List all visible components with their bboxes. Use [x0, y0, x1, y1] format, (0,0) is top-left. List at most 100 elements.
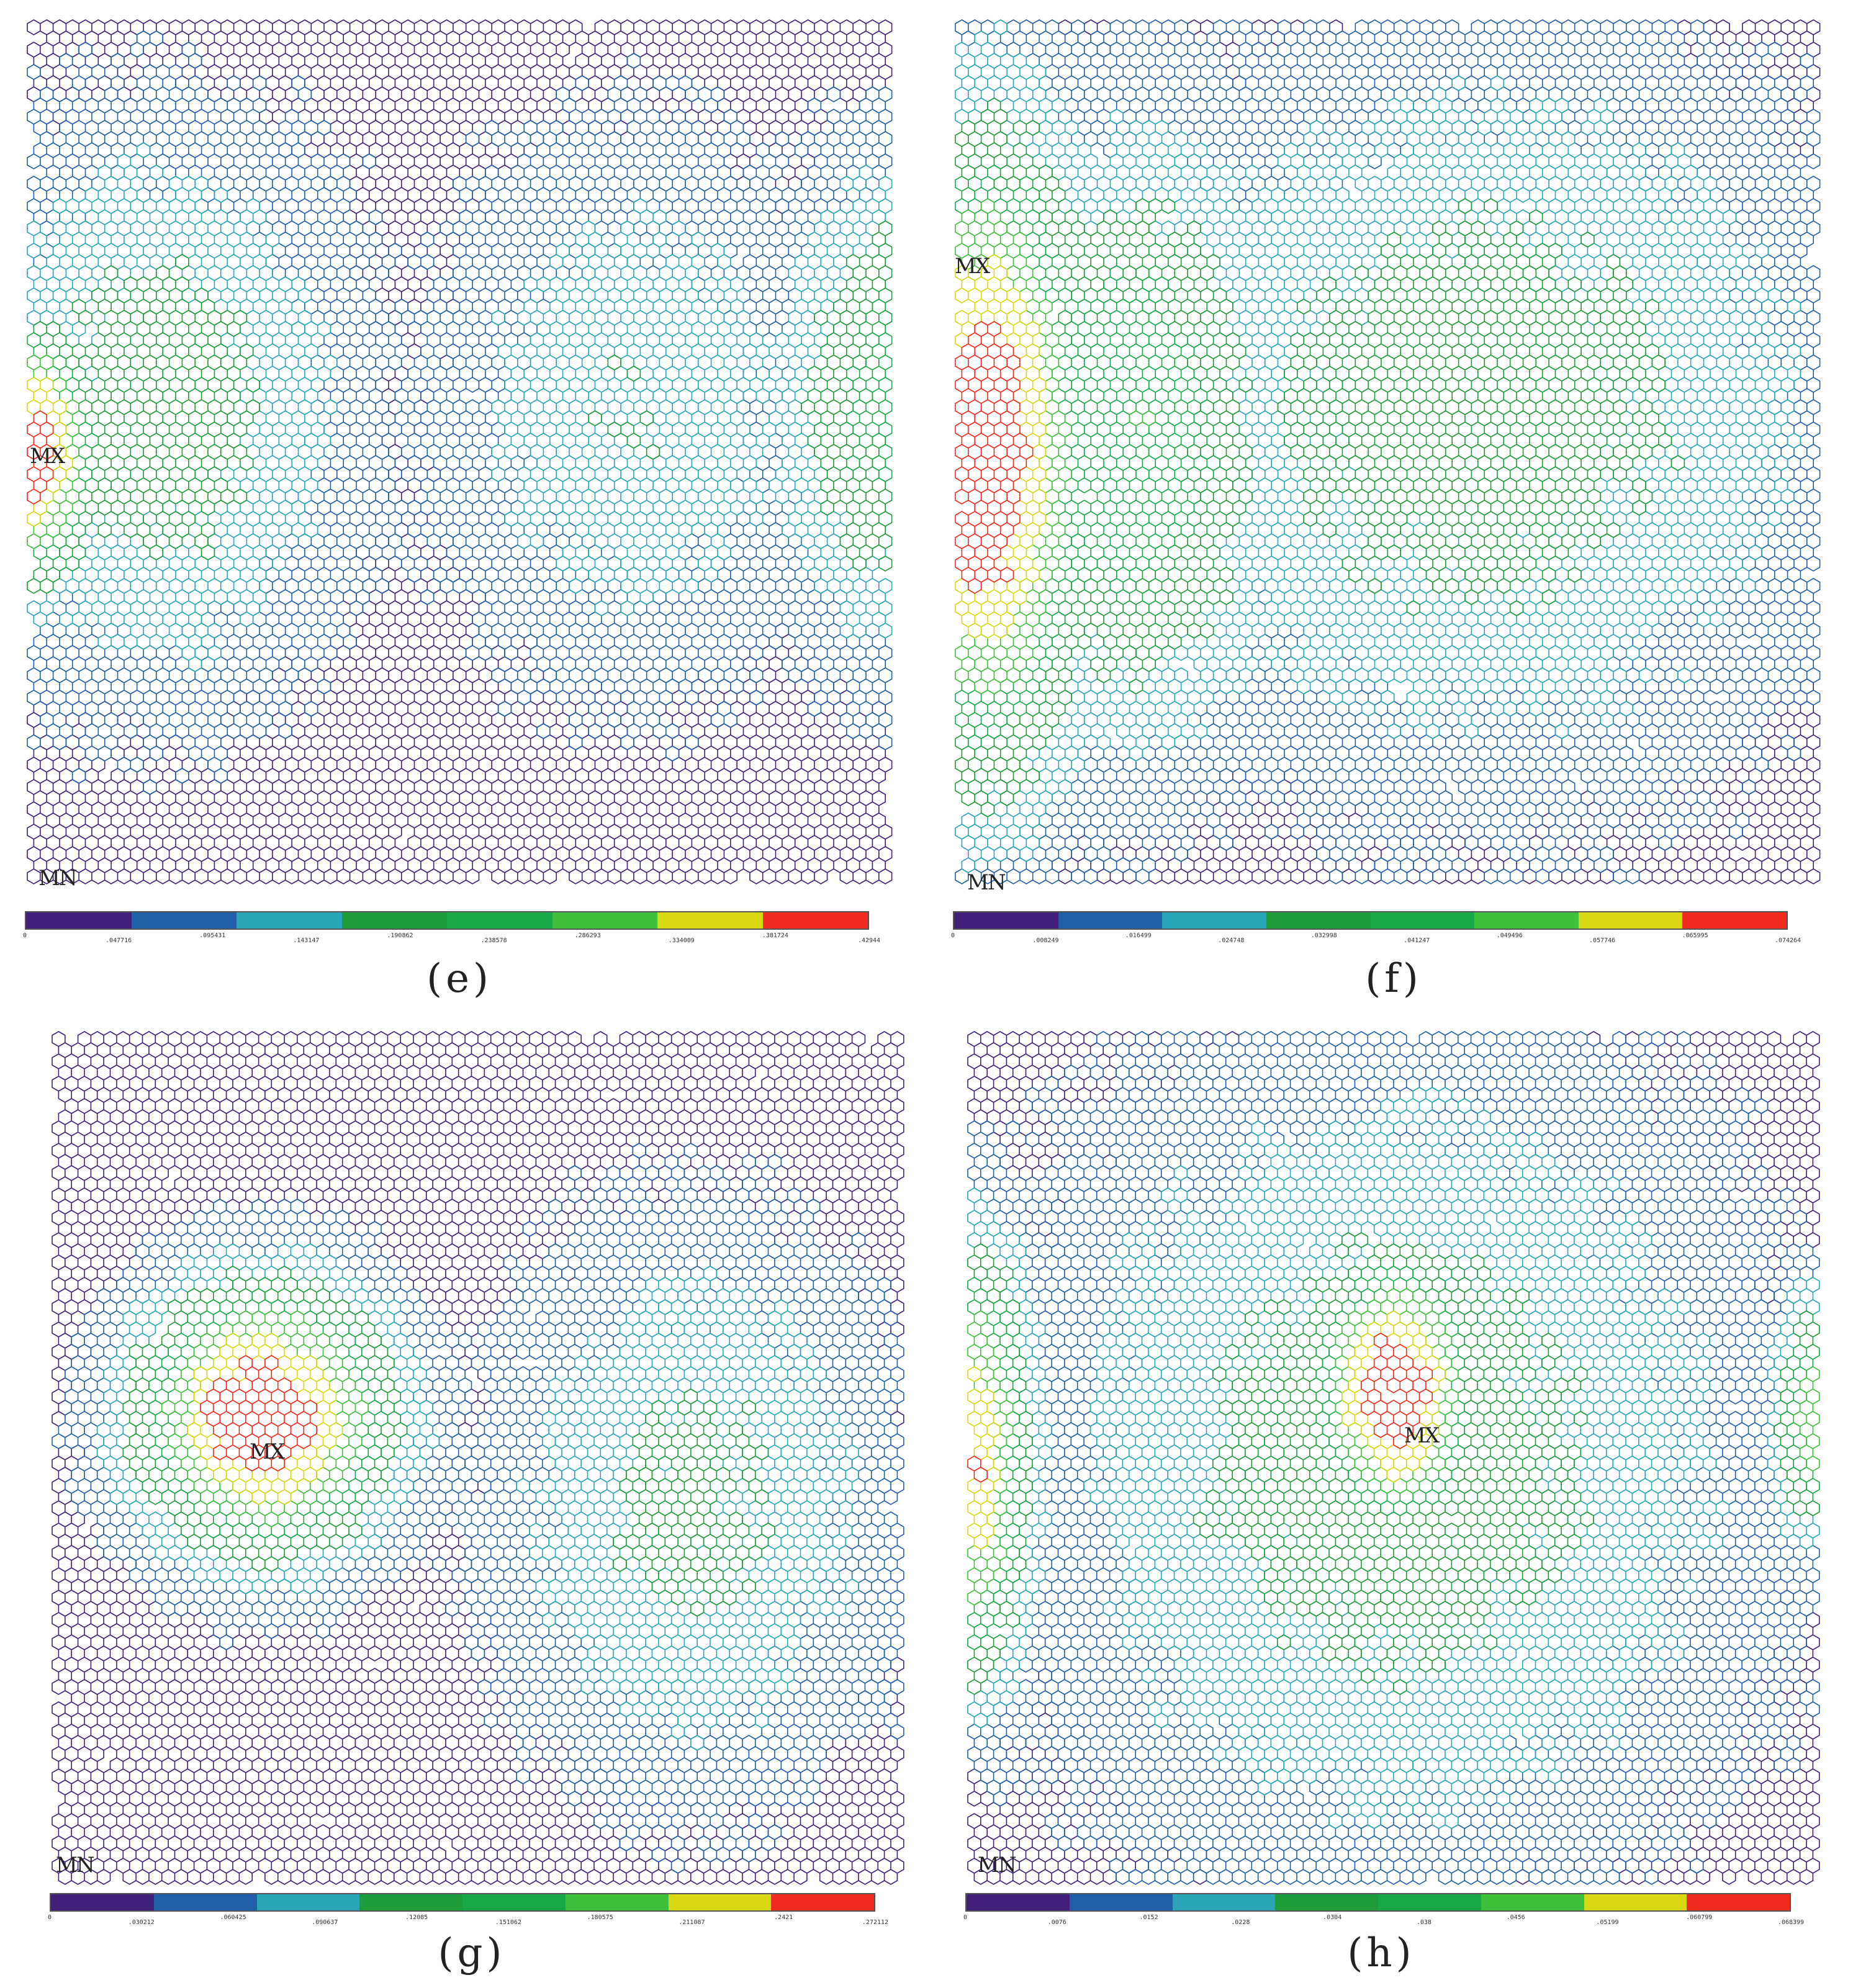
colorbar-segment: [552, 912, 657, 929]
colorbar-tick-label: 0: [47, 1914, 52, 1921]
colorbar-tick-label: 0: [963, 1914, 968, 1921]
contour-plot-g: [50, 1030, 906, 1890]
colorbar-tick-label: .074264: [1774, 937, 1801, 944]
colorbar-tick-label: .041247: [1404, 937, 1430, 944]
colorbar-tick-label: .057746: [1589, 937, 1616, 944]
colorbar-segment: [153, 1894, 257, 1910]
mesh-contour-band: [967, 1266, 1820, 1650]
mesh-contour-band: [52, 1031, 904, 1885]
max-marker-h: MX: [1404, 1423, 1440, 1448]
colorbar-tick-label: .42944: [857, 937, 881, 944]
colorbar-tick-label: .12085: [405, 1914, 428, 1921]
colorbar-tick-label: .024748: [1218, 937, 1245, 944]
mesh-contour-band: [955, 321, 1034, 594]
colorbar-ticks-f: 0 .008249 .016499 .024748 .032998 .041247 .049…: [950, 932, 1801, 945]
colorbar-tick-label: 0: [950, 932, 955, 939]
colorbar-segment: [26, 912, 132, 929]
contour-plot-f: [953, 19, 1825, 888]
caption-f: (f): [1365, 956, 1422, 1002]
colorbar-segment: [462, 1894, 566, 1910]
caption-h: (h): [1347, 1930, 1415, 1976]
colorbar-tick-label: .038: [1416, 1919, 1431, 1926]
mesh-contour-band: [967, 1087, 1820, 1829]
colorbar-segment: [1481, 1894, 1584, 1910]
colorbar-segment: [131, 912, 237, 929]
mesh-contour-band: [967, 1232, 1820, 1695]
mesh-contour-band: [955, 164, 1220, 750]
colorbar-tick-label: .286293: [574, 932, 601, 939]
mesh-contour-band: [27, 299, 893, 560]
mesh-contour-band: [96, 1243, 859, 1751]
colorbar-tick-label: .0152: [1139, 1914, 1158, 1921]
colorbar-segment: [954, 912, 1058, 929]
colorbar-ticks-e: 0 .047716 .095431 .143147 .190862 .238578 .286…: [22, 932, 880, 945]
colorbar-tick-label: .05199: [1596, 1919, 1619, 1926]
mesh-contour-band: [52, 1143, 904, 1874]
colorbar-segment: [1378, 1894, 1481, 1910]
colorbar-tick-label: .008249: [1032, 937, 1059, 944]
colorbar-segment: [447, 912, 552, 929]
honeycomb-mesh: [955, 19, 1821, 884]
min-marker-h: MN: [978, 1853, 1017, 1878]
caption-g: (g): [438, 1930, 506, 1976]
colorbar-tick-label: .272112: [862, 1919, 889, 1926]
min-marker-e: MN: [38, 866, 78, 891]
mesh-contour-band: [955, 254, 1047, 639]
colorbar-tick-label: .2421: [774, 1914, 793, 1921]
max-marker-e: MX: [30, 444, 65, 469]
colorbar-segment: [341, 912, 447, 929]
mesh-contour-band: [27, 142, 893, 672]
mesh-contour-band: [122, 1266, 775, 1617]
colorbar-tick-label: .060799: [1686, 1914, 1713, 1921]
honeycomb-mesh: [27, 19, 893, 884]
colorbar-tick-label: .151062: [495, 1919, 521, 1926]
colorbar-segment: [1584, 1894, 1687, 1910]
max-marker-f: MX: [955, 254, 990, 279]
colorbar-segment: [1682, 912, 1787, 929]
caption-e: (e): [426, 956, 492, 1002]
colorbar-e: [25, 911, 869, 930]
colorbar-tick-label: .0228: [1231, 1919, 1250, 1926]
colorbar-segment: [1370, 912, 1475, 929]
colorbar-segment: [1578, 912, 1683, 929]
colorbar-segment: [565, 1894, 669, 1910]
colorbar-f: [953, 911, 1788, 930]
colorbar-ticks-g: 0 .030212 .060425 .090637 .12085 .151062 .1805…: [47, 1914, 888, 1927]
colorbar-tick-label: .068399: [1777, 1919, 1805, 1926]
colorbar-segment: [1474, 912, 1579, 929]
colorbar-tick-label: .060425: [220, 1914, 246, 1921]
colorbar-tick-label: .381724: [762, 932, 788, 939]
min-marker-g: MN: [56, 1853, 95, 1878]
min-marker-f: MN: [967, 870, 1006, 895]
colorbar-tick-label: .030212: [128, 1919, 155, 1926]
colorbar-segment: [1069, 1894, 1173, 1910]
colorbar-ticks-h: 0 .0076 .0152 .0228 .0304 .038 .0456 .05199 .060…: [963, 1914, 1804, 1927]
colorbar-tick-label: .049496: [1496, 932, 1523, 939]
colorbar-tick-label: .0076: [1047, 1919, 1066, 1926]
colorbar-tick-label: .0304: [1323, 1914, 1342, 1921]
colorbar-tick-label: .095431: [199, 932, 226, 939]
colorbar-tick-label: .032998: [1310, 932, 1337, 939]
mesh-contour-band: [200, 1355, 317, 1472]
colorbar-tick-label: .143147: [293, 937, 320, 944]
colorbar-segment: [1266, 912, 1371, 929]
mesh-contour-band: [955, 97, 1685, 817]
colorbar-tick-label: .211087: [679, 1919, 705, 1926]
colorbar-segment: [762, 912, 868, 929]
colorbar-h: [965, 1893, 1791, 1912]
contour-plot-e: [25, 19, 894, 888]
colorbar-segment: [256, 1894, 360, 1910]
honeycomb-mesh: [52, 1031, 904, 1885]
colorbar-g: [50, 1893, 875, 1912]
colorbar-segment: [1687, 1894, 1790, 1910]
colorbar-segment: [1162, 912, 1266, 929]
colorbar-tick-label: .065995: [1682, 932, 1708, 939]
mesh-contour-band: [27, 19, 893, 884]
colorbar-segment: [1275, 1894, 1378, 1910]
mesh-contour-band: [1052, 19, 1821, 884]
honeycomb-mesh: [967, 1031, 1820, 1885]
colorbar-tick-label: .180575: [587, 1914, 613, 1921]
contour-plot-h: [965, 1030, 1825, 1890]
colorbar-segment: [771, 1894, 874, 1910]
colorbar-tick-label: 0: [22, 932, 27, 939]
